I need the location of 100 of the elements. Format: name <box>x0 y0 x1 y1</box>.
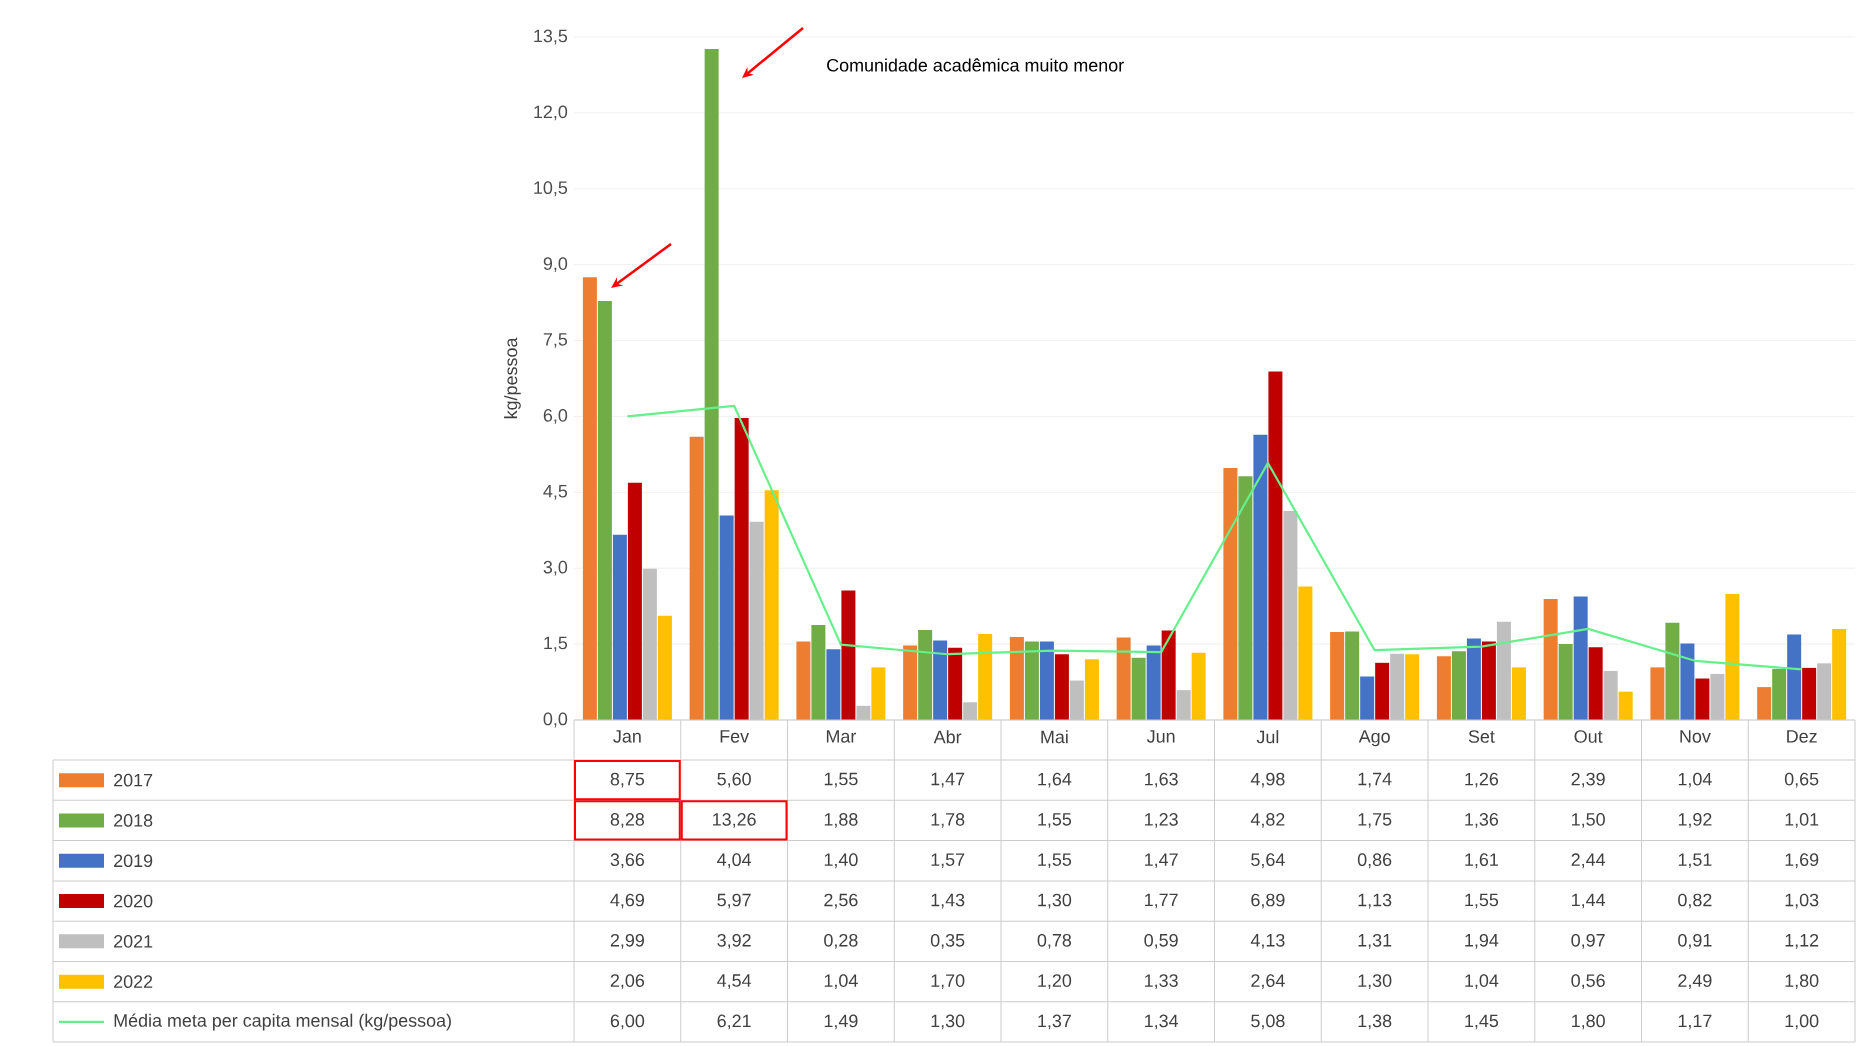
data-label: 0,78 <box>1037 933 1072 949</box>
y-tick-label: 7,5 <box>543 333 568 348</box>
legend-label: 2022 <box>114 975 153 988</box>
bar <box>1543 599 1558 720</box>
data-label: 0,97 <box>1571 933 1605 949</box>
data-label: 5,64 <box>1251 853 1285 869</box>
data-label: 1,77 <box>1145 893 1178 909</box>
bar <box>1191 652 1206 720</box>
data-label: 0,59 <box>1144 933 1178 949</box>
y-tick-label: 4,5 <box>543 485 568 500</box>
bar <box>1146 645 1161 720</box>
bar <box>1084 659 1099 720</box>
y-tick-label: 0,0 <box>543 712 568 728</box>
data-label: 4,04 <box>717 853 752 869</box>
data-label: 1,44 <box>1572 893 1606 909</box>
bar <box>1802 667 1817 720</box>
data-label: 1,47 <box>1145 853 1178 869</box>
bar <box>1573 596 1588 720</box>
data-label: 1,13 <box>1358 893 1392 909</box>
data-label: 4,13 <box>1250 933 1285 949</box>
data-label: 1,43 <box>931 893 965 909</box>
data-label: 0,86 <box>1357 853 1392 869</box>
bar <box>796 641 811 720</box>
bar <box>1009 637 1024 720</box>
data-label: 3,92 <box>717 933 751 949</box>
bar <box>856 705 871 720</box>
data-label: 6,00 <box>610 1014 645 1030</box>
bar <box>1069 680 1084 720</box>
bar <box>826 649 841 720</box>
data-label: 1,20 <box>1038 974 1072 990</box>
data-label: 1,55 <box>1038 813 1072 828</box>
data-label: 5,97 <box>717 893 751 909</box>
data-label: 0,82 <box>1678 893 1712 909</box>
bar <box>1618 691 1633 720</box>
bar <box>1772 668 1787 720</box>
legend-label: 2017 <box>114 773 153 787</box>
bar <box>1817 663 1832 720</box>
bar <box>1558 644 1573 720</box>
data-label: 0,28 <box>824 933 858 949</box>
data-label: 1,63 <box>1145 772 1178 788</box>
data-label: 1,55 <box>1465 893 1499 909</box>
data-label: 1,33 <box>1145 974 1178 990</box>
bar <box>1695 678 1710 720</box>
data-label: 0,35 <box>930 933 965 949</box>
x-tick-label: Jul <box>1256 730 1279 744</box>
data-label: 1,80 <box>1572 1014 1605 1030</box>
data-label: 6,21 <box>717 1014 751 1030</box>
data-label: 1,30 <box>931 1014 965 1030</box>
data-label: 1,49 <box>824 1014 858 1030</box>
bar <box>1223 468 1238 720</box>
legend-label: 2021 <box>114 934 153 948</box>
bar <box>1116 637 1131 720</box>
bar <box>627 482 642 720</box>
bar <box>1024 641 1039 720</box>
data-label: 1,80 <box>1785 974 1819 990</box>
data-label: 1,38 <box>1358 1014 1392 1030</box>
y-tick-label: 9,0 <box>543 257 568 273</box>
data-label: 1,03 <box>1785 893 1819 909</box>
bar <box>948 647 963 720</box>
y-tick-label: 6,0 <box>543 409 568 424</box>
data-label: 2,49 <box>1678 974 1712 990</box>
data-label: 1,55 <box>824 772 858 788</box>
legend-label: 2018 <box>114 814 153 827</box>
legend-label: 2019 <box>114 854 153 868</box>
bar <box>1481 641 1496 720</box>
data-label: 1,55 <box>1038 853 1072 869</box>
bar <box>1131 657 1146 720</box>
x-tick-label: Mar <box>826 730 857 743</box>
data-label: 0,65 <box>1784 772 1819 788</box>
data-label: 8,28 <box>610 813 645 828</box>
data-label: 1,51 <box>1678 853 1712 869</box>
x-tick-label: Mai <box>1041 730 1068 744</box>
data-label: 4,82 <box>1250 813 1285 828</box>
data-label: 4,98 <box>1250 772 1285 788</box>
data-label: 5,60 <box>717 772 751 788</box>
x-tick-label: Set <box>1468 730 1495 743</box>
data-label: 2,99 <box>610 933 644 949</box>
x-tick-label: Out <box>1574 730 1603 743</box>
bar <box>1832 628 1847 720</box>
data-label: 1,30 <box>1358 974 1392 990</box>
bar <box>642 568 657 720</box>
data-label: 1,64 <box>1038 772 1072 788</box>
bar <box>1710 673 1725 720</box>
bar <box>978 633 993 720</box>
bar <box>933 640 948 720</box>
data-label: 1,01 <box>1785 813 1819 828</box>
bar <box>1268 371 1283 720</box>
annotation: Comunidade acadêmica muito menor <box>827 58 1124 72</box>
bar <box>1161 630 1176 720</box>
data-label: 6,89 <box>1251 893 1285 909</box>
bar <box>841 590 856 720</box>
bar <box>749 521 764 720</box>
data-label: 0,91 <box>1678 933 1712 949</box>
bar <box>903 645 918 720</box>
data-label: 1,78 <box>931 813 965 828</box>
bar <box>871 667 886 720</box>
bar <box>918 629 933 720</box>
bar <box>1665 622 1680 720</box>
bar <box>657 615 672 720</box>
bar <box>582 277 597 720</box>
